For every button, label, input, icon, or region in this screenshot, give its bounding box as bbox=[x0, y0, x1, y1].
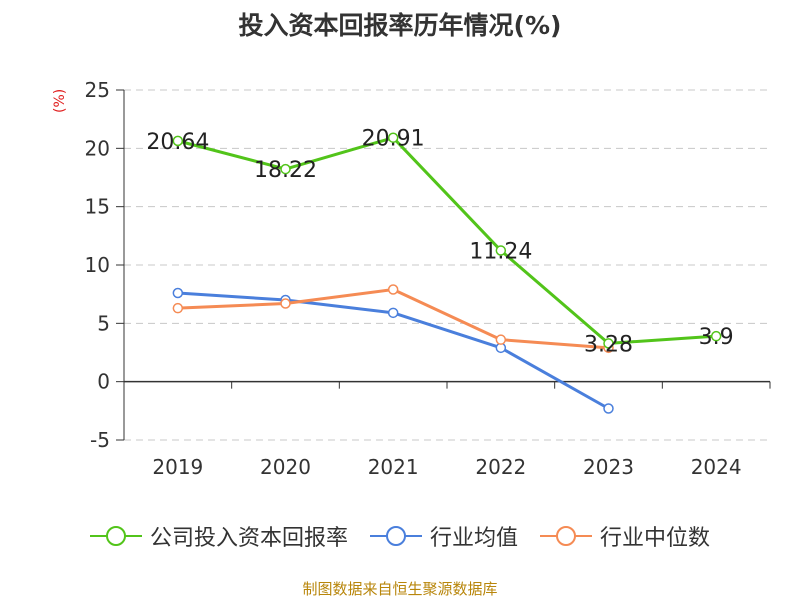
data-point[interactable] bbox=[495, 334, 507, 345]
legend-item-industry-median[interactable]: 行业中位数 bbox=[540, 520, 710, 552]
legend-item-industry-mean[interactable]: 行业均值 bbox=[369, 520, 518, 552]
x-tick-label: 2019 bbox=[152, 455, 203, 479]
data-point[interactable] bbox=[387, 307, 399, 319]
legend: 公司投入资本回报率 行业均值 行业中位数 bbox=[0, 520, 800, 552]
x-tick-label: 2024 bbox=[691, 455, 742, 479]
legend-label-company: 公司投入资本回报率 bbox=[149, 526, 348, 551]
data-label: 11.24 bbox=[469, 240, 532, 265]
legend-swatch-industry-median bbox=[540, 526, 592, 546]
y-tick-label: 10 bbox=[85, 253, 110, 277]
axis-layer: -5 0 5 10 15 20 25 2019 2020 2021 2022 2023 2024 bbox=[85, 78, 771, 479]
y-tick-label: 5 bbox=[97, 311, 110, 335]
data-label: 20.64 bbox=[146, 130, 209, 155]
y-tick-label: 15 bbox=[85, 195, 110, 219]
data-point[interactable] bbox=[603, 403, 614, 414]
chart-title: 投入资本回报率历年情况(%) bbox=[238, 11, 562, 40]
y-tick-label: 20 bbox=[85, 136, 110, 160]
series-layer bbox=[172, 132, 722, 414]
series-line bbox=[177, 136, 717, 345]
data-point[interactable] bbox=[710, 330, 722, 342]
x-tick-label: 2021 bbox=[368, 455, 419, 479]
data-point[interactable] bbox=[172, 135, 184, 147]
legend-item-company[interactable]: 公司投入资本回报率 bbox=[89, 520, 348, 552]
data-point[interactable] bbox=[603, 338, 614, 349]
data-label-layer: 20.64 18.22 20.91 11.24 3.28 3.9 bbox=[146, 127, 733, 358]
data-point[interactable] bbox=[280, 163, 291, 175]
data-point[interactable] bbox=[495, 245, 507, 256]
legend-label-industry-mean: 行业均值 bbox=[429, 526, 518, 551]
data-label: 20.91 bbox=[362, 127, 425, 152]
y-tick-label: 0 bbox=[97, 370, 110, 394]
legend-label-industry-median: 行业中位数 bbox=[600, 526, 711, 551]
legend-swatch-company bbox=[89, 526, 142, 546]
data-point[interactable] bbox=[387, 132, 399, 143]
data-point[interactable] bbox=[172, 302, 184, 314]
x-tick-label: 2020 bbox=[260, 455, 311, 479]
y-tick-label: 25 bbox=[85, 78, 110, 102]
x-tick-label: 2023 bbox=[583, 455, 634, 479]
legend-swatch-industry-mean bbox=[369, 526, 422, 546]
x-tick-label: 2022 bbox=[475, 455, 526, 479]
data-label: 3.9 bbox=[699, 325, 734, 350]
y-tick-label: -5 bbox=[90, 428, 110, 452]
data-point[interactable] bbox=[172, 287, 184, 299]
data-point[interactable] bbox=[280, 298, 291, 309]
data-point[interactable] bbox=[387, 284, 399, 295]
data-label: 18.22 bbox=[254, 158, 317, 183]
data-label: 3.28 bbox=[584, 332, 633, 357]
data-source-note: 制图数据来自恒生聚源数据库 bbox=[302, 580, 498, 598]
